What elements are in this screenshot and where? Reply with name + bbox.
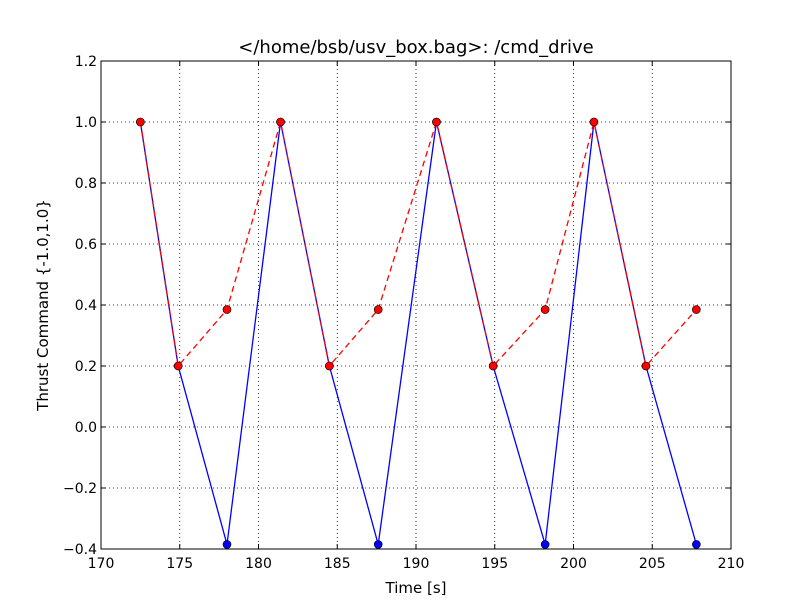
- y-tick-label: 0.4: [75, 298, 97, 314]
- series-2-point: [641, 361, 651, 371]
- series-2-point: [488, 361, 498, 371]
- y-axis-label: Thrust Command {-1.0,1.0}: [34, 199, 52, 412]
- y-tick-label: 1.0: [75, 115, 97, 131]
- x-tick-label: 170: [88, 556, 115, 572]
- series-2-point: [373, 305, 383, 314]
- x-tick-label: 185: [324, 556, 351, 572]
- series-1-point: [373, 540, 383, 549]
- series-1-point: [222, 540, 232, 549]
- x-tick-label: 175: [166, 556, 193, 572]
- x-axis-label: Time [s]: [385, 579, 447, 597]
- ticks: 170 175 180 185 190 195 200 205 210 −0.4 −0.2 0.0 0.…: [63, 54, 744, 572]
- y-tick-label: −0.4: [63, 542, 97, 558]
- series-1-line: [139, 121, 697, 545]
- y-tick-label: 0.8: [75, 176, 97, 192]
- series-1-point: [692, 540, 701, 549]
- series-2-point: [589, 117, 599, 127]
- grid: [101, 61, 731, 549]
- series-1-point: [540, 540, 550, 549]
- series-layer: [136, 117, 701, 549]
- chart-title: </home/bsb/usv_box.bag>: /cmd_drive: [238, 37, 593, 58]
- x-tick-label: 200: [560, 556, 587, 572]
- x-tick-label: 210: [718, 556, 745, 572]
- y-tick-label: 0.6: [75, 237, 97, 253]
- y-tick-label: 1.2: [75, 54, 97, 70]
- series-2-point: [325, 361, 334, 371]
- series-2-point: [692, 305, 701, 314]
- x-tick-label: 190: [403, 556, 430, 572]
- x-tick-label: 180: [245, 556, 272, 572]
- x-tick-label: 195: [481, 556, 508, 572]
- series-2-point: [432, 117, 441, 127]
- series-2-point: [222, 305, 232, 314]
- series-2-point: [173, 361, 183, 371]
- y-tick-label: −0.2: [63, 481, 97, 497]
- series-2-point: [136, 117, 145, 127]
- series-2-point: [276, 117, 285, 127]
- x-tick-label: 205: [639, 556, 666, 572]
- y-tick-label: 0.0: [75, 420, 97, 436]
- series-2-point: [540, 305, 550, 314]
- y-tick-label: 0.2: [75, 359, 97, 375]
